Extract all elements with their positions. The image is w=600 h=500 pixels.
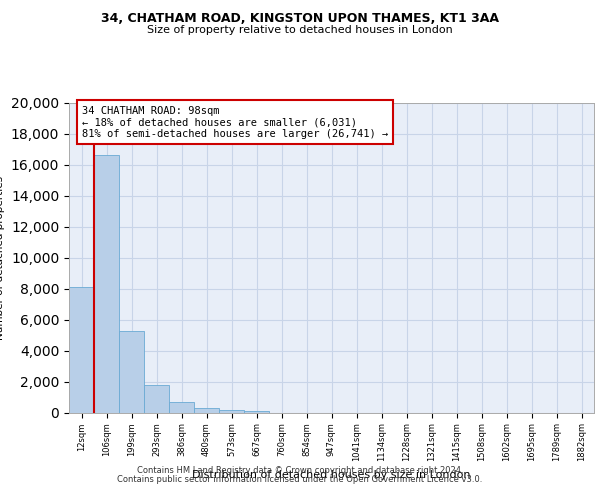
- Bar: [119, 331, 144, 412]
- Text: 34, CHATHAM ROAD, KINGSTON UPON THAMES, KT1 3AA: 34, CHATHAM ROAD, KINGSTON UPON THAMES, …: [101, 12, 499, 26]
- Bar: [144, 384, 169, 412]
- Y-axis label: Number of detached properties: Number of detached properties: [0, 176, 5, 340]
- Text: Contains public sector information licensed under the Open Government Licence v3: Contains public sector information licen…: [118, 475, 482, 484]
- Text: 34 CHATHAM ROAD: 98sqm
← 18% of detached houses are smaller (6,031)
81% of semi-: 34 CHATHAM ROAD: 98sqm ← 18% of detached…: [82, 106, 388, 139]
- Bar: [244, 411, 269, 412]
- Bar: [69, 287, 94, 412]
- Bar: [219, 410, 244, 412]
- Text: Size of property relative to detached houses in London: Size of property relative to detached ho…: [147, 25, 453, 35]
- Text: Contains HM Land Registry data © Crown copyright and database right 2024.: Contains HM Land Registry data © Crown c…: [137, 466, 463, 475]
- Bar: [94, 155, 119, 412]
- X-axis label: Distribution of detached houses by size in London: Distribution of detached houses by size …: [192, 470, 471, 480]
- Bar: [194, 408, 219, 412]
- Bar: [169, 402, 194, 412]
